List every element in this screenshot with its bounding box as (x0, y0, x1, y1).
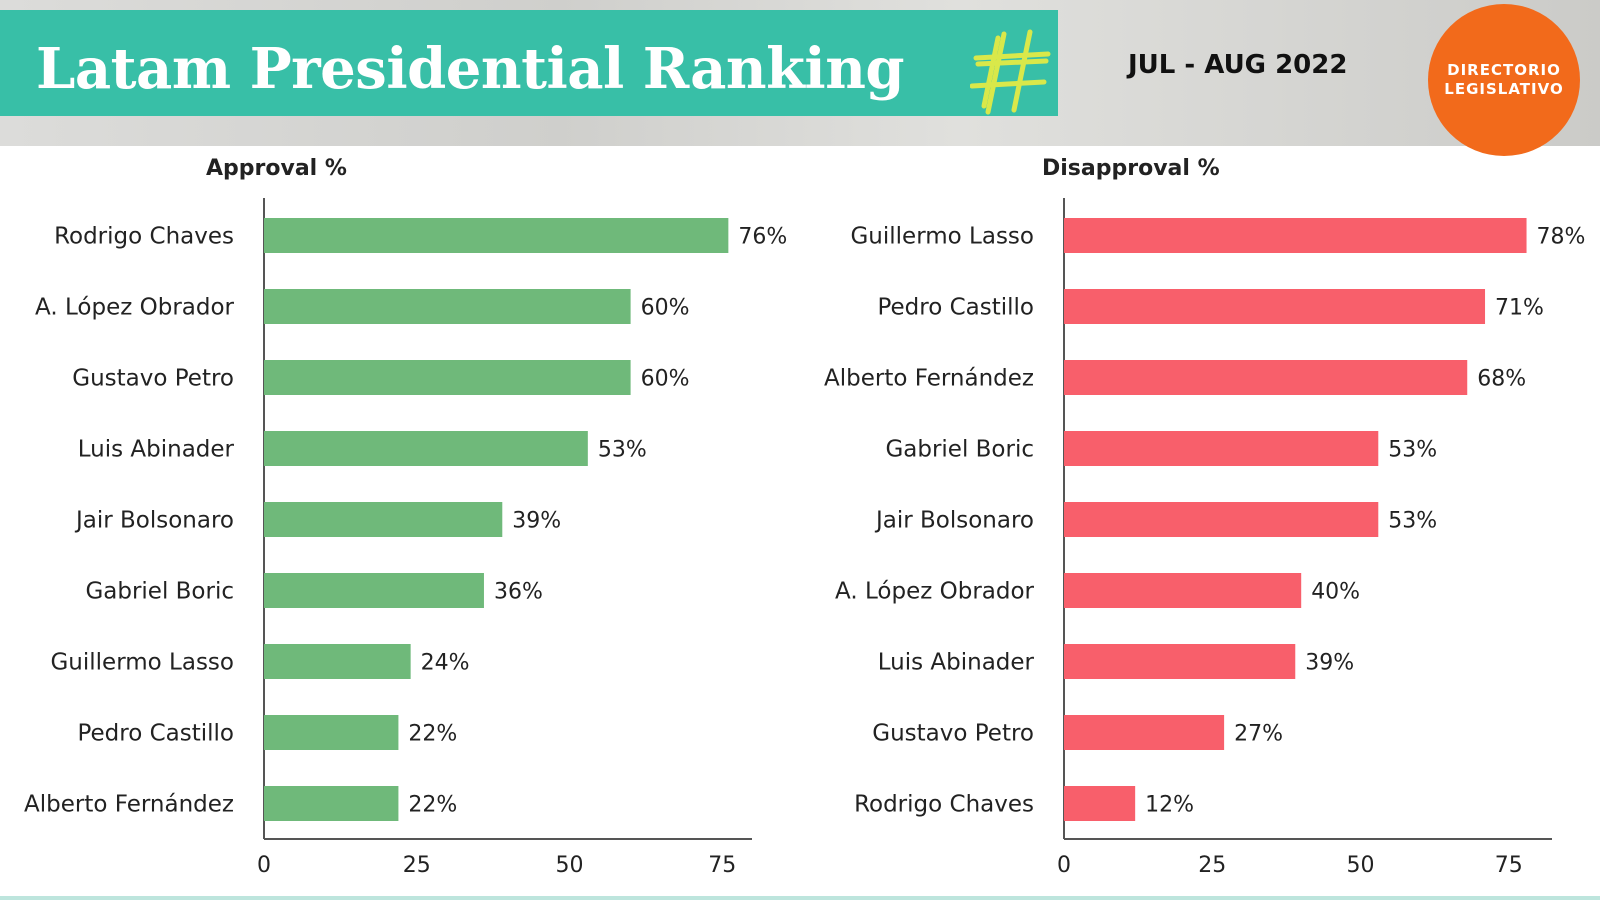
approval-category-label: Luis Abinader (78, 437, 235, 463)
disapproval-category-label: Gustavo Petro (872, 721, 1034, 747)
hashtag-icon (970, 29, 1051, 115)
disapproval-bar (1064, 218, 1527, 253)
approval-bar (264, 715, 399, 750)
approval-value-label: 53% (598, 438, 647, 463)
approval-chart-title: Approval % (206, 156, 347, 181)
disapproval-category-label: Luis Abinader (878, 650, 1035, 676)
disapproval-category-label: Alberto Fernández (824, 366, 1034, 392)
approval-value-label: 60% (641, 296, 690, 321)
date-range: JUL - AUG 2022 (1128, 50, 1348, 80)
disapproval-chart-title: Disapproval % (1042, 156, 1220, 181)
approval-value-label: 39% (512, 509, 561, 534)
approval-bar (264, 573, 484, 608)
approval-value-label: 60% (641, 367, 690, 392)
disapproval-bar (1064, 502, 1379, 537)
approval-x-tick-label: 75 (708, 853, 736, 878)
disapproval-bar (1064, 289, 1486, 324)
approval-category-label: Gabriel Boric (85, 579, 234, 605)
page-title: Latam Presidential Ranking (36, 36, 905, 102)
approval-bar (264, 218, 729, 253)
approval-bar (264, 502, 503, 537)
approval-bar (264, 431, 588, 466)
disapproval-bar (1064, 573, 1302, 608)
disapproval-category-label: A. López Obrador (835, 579, 1034, 605)
disapproval-category-label: Pedro Castillo (877, 295, 1034, 321)
approval-x-tick-label: 25 (403, 853, 431, 878)
approval-category-label: Alberto Fernández (24, 792, 234, 818)
disapproval-category-label: Gabriel Boric (885, 437, 1034, 463)
approval-category-label: Gustavo Petro (72, 366, 234, 392)
disapproval-category-label: Jair Bolsonaro (874, 508, 1034, 534)
charts-area: Approval % Rodrigo Chaves 76% A. López Obra… (24, 156, 1586, 878)
bottom-strip (0, 896, 1600, 900)
disapproval-value-label: 53% (1388, 438, 1437, 463)
disapproval-bar (1064, 360, 1468, 395)
disapproval-value-label: 68% (1477, 367, 1526, 392)
title-banner: Latam Presidential Ranking (0, 10, 1058, 116)
disapproval-value-label: 78% (1537, 225, 1586, 250)
approval-bar (264, 644, 411, 679)
approval-category-label: Pedro Castillo (77, 721, 234, 747)
approval-category-label: Rodrigo Chaves (54, 224, 234, 250)
approval-category-label: Guillermo Lasso (50, 650, 234, 676)
disapproval-category-label: Rodrigo Chaves (854, 792, 1034, 818)
disapproval-bar (1064, 644, 1296, 679)
approval-value-label: 36% (494, 580, 543, 605)
disapproval-x-tick-label: 75 (1495, 853, 1523, 878)
approval-category-label: A. López Obrador (35, 295, 234, 321)
disapproval-bar (1064, 715, 1225, 750)
brand-name-line-1: DIRECTORIO (1447, 61, 1561, 79)
disapproval-value-label: 71% (1495, 296, 1544, 321)
brand-logo: DIRECTORIO LEGISLATIVO (1428, 4, 1580, 156)
approval-x-tick-label: 50 (556, 853, 584, 878)
disapproval-value-label: 27% (1234, 722, 1283, 747)
brand-name-line-2: LEGISLATIVO (1444, 80, 1564, 98)
approval-value-label: 22% (408, 793, 457, 818)
disapproval-value-label: 53% (1388, 509, 1437, 534)
approval-x-tick-label: 0 (257, 853, 271, 878)
approval-category-label: Jair Bolsonaro (74, 508, 234, 534)
approval-value-label: 22% (408, 722, 457, 747)
disapproval-bar (1064, 786, 1136, 821)
disapproval-category-label: Guillermo Lasso (850, 224, 1034, 250)
disapproval-x-tick-label: 50 (1347, 853, 1375, 878)
disapproval-value-label: 39% (1305, 651, 1354, 676)
disapproval-value-label: 12% (1145, 793, 1194, 818)
approval-bar (264, 360, 631, 395)
disapproval-bar (1064, 431, 1379, 466)
disapproval-x-tick-label: 25 (1198, 853, 1226, 878)
approval-bar (264, 289, 631, 324)
approval-bar (264, 786, 399, 821)
approval-value-label: 76% (738, 225, 787, 250)
approval-value-label: 24% (421, 651, 470, 676)
disapproval-x-tick-label: 0 (1057, 853, 1071, 878)
disapproval-value-label: 40% (1311, 580, 1360, 605)
